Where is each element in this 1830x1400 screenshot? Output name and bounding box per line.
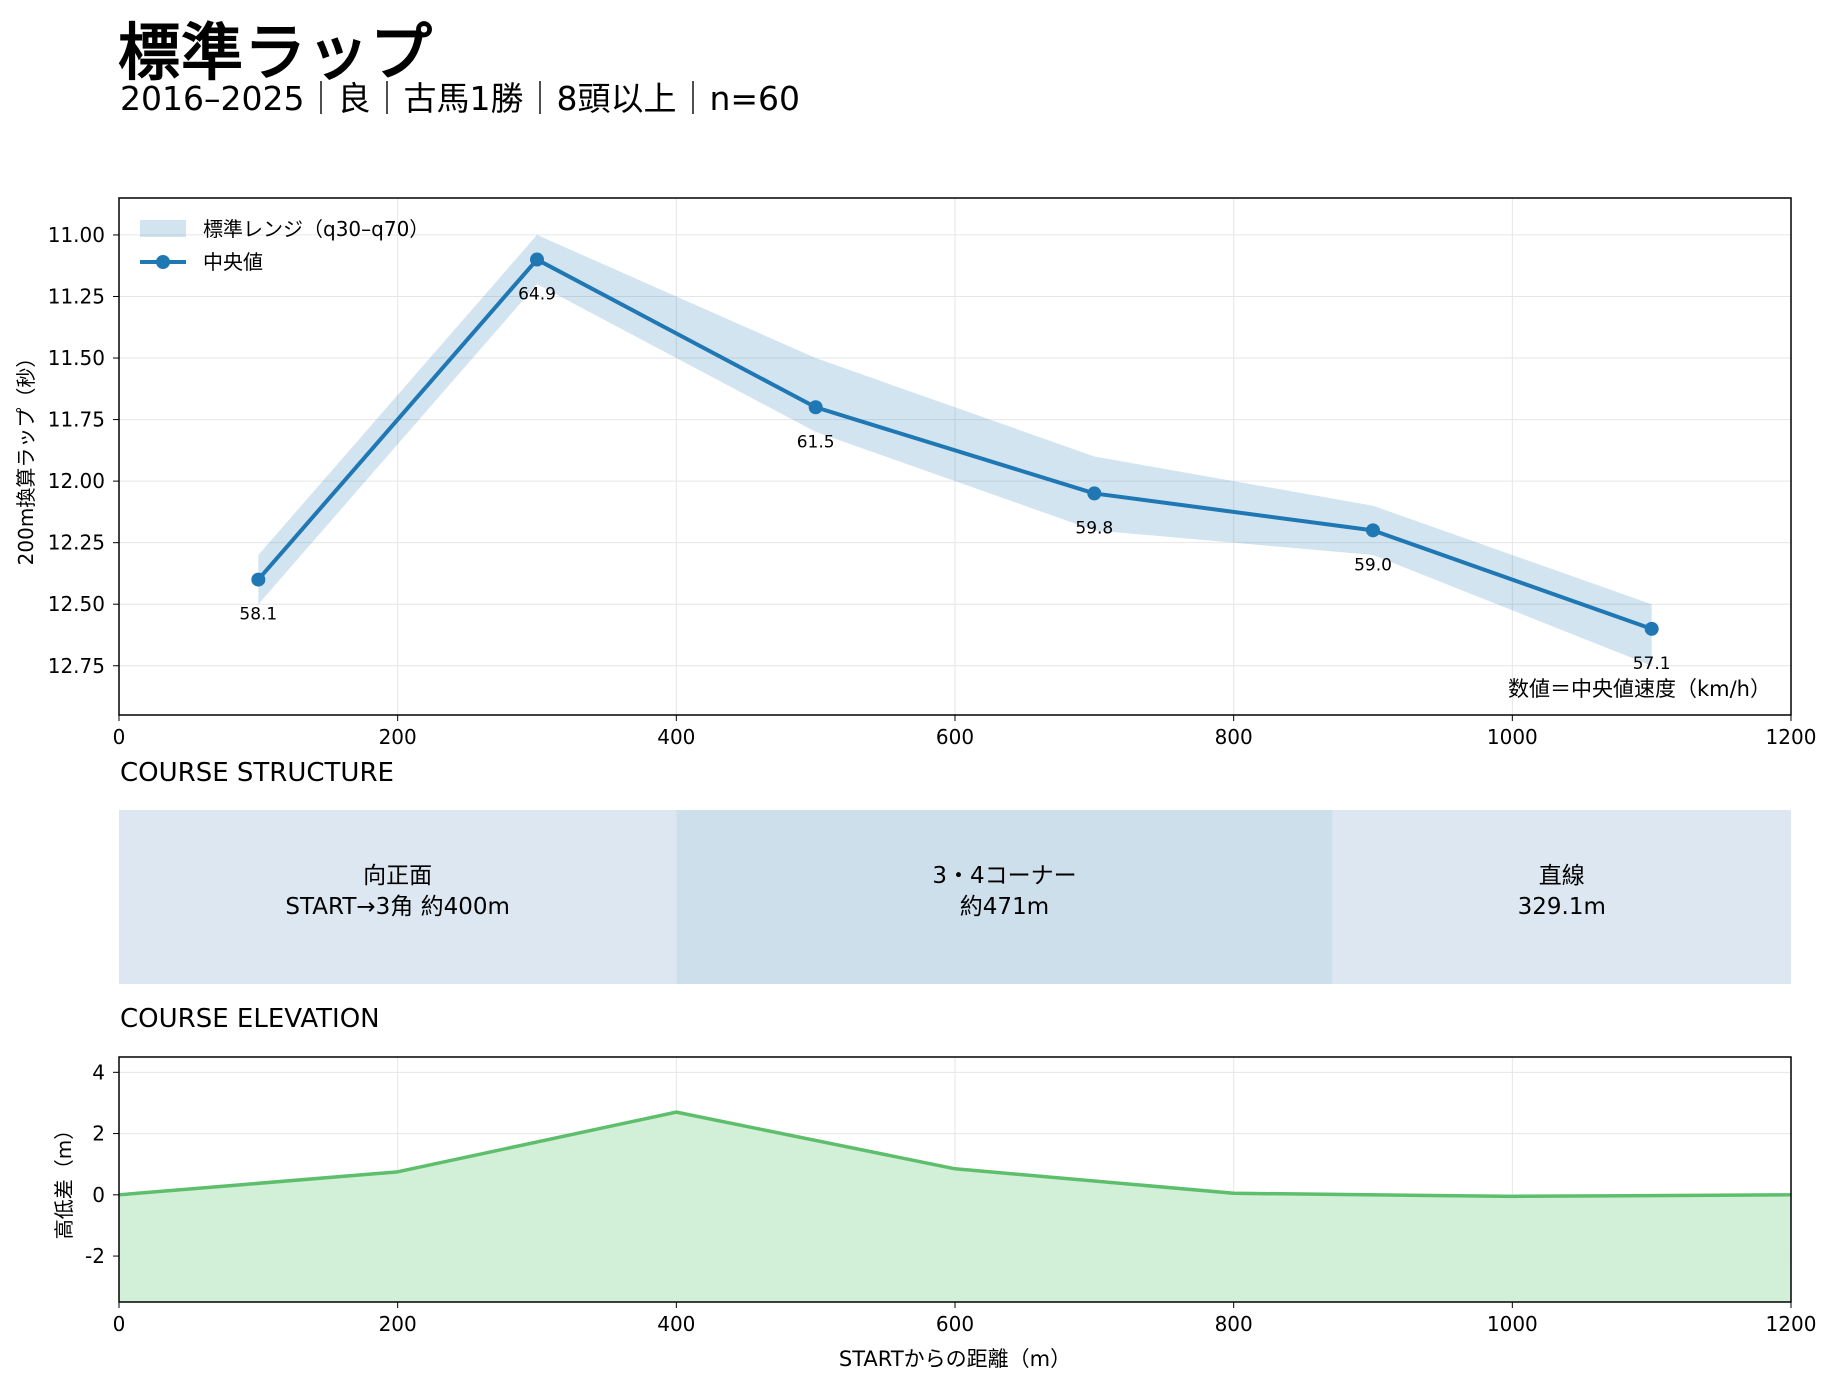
plot-frame: [118, 1056, 1792, 1303]
segment-name: 向正面: [363, 863, 432, 889]
speed-label: 61.5: [797, 432, 835, 452]
y-tick-label: 11.25: [48, 284, 105, 308]
median-line: [256, 257, 1653, 631]
y-axis-label: 高低差（m）: [52, 1120, 76, 1239]
course-segment: [1332, 810, 1791, 984]
course-structure-title: COURSE STRUCTURE: [120, 758, 394, 788]
y-tick-label: 11.00: [48, 223, 105, 247]
x-tick-label: 400: [657, 725, 695, 749]
course-segment: [119, 810, 677, 984]
segment-name: 3・4コーナー: [932, 863, 1076, 889]
legend-median-marker: [156, 255, 170, 269]
segment-detail: 329.1m: [1518, 894, 1606, 920]
x-tick-label: 1000: [1487, 725, 1538, 749]
segment-name: 直線: [1539, 863, 1585, 889]
speed-label: 57.1: [1633, 654, 1671, 674]
x-axis-label: STARTからの距離（m）: [839, 1347, 1071, 1371]
x-tick-label: 800: [1215, 725, 1253, 749]
x-tick-label: 800: [1215, 1312, 1253, 1336]
x-tick-label: 1000: [1487, 1312, 1538, 1336]
y-tick-label: 12.50: [48, 592, 105, 616]
legend-median-label: 中央値: [203, 250, 263, 274]
median-point: [808, 400, 823, 415]
median-point: [251, 572, 266, 587]
elevation-area: [119, 1112, 1791, 1302]
x-tick-label: 600: [936, 725, 974, 749]
y-axis-label: 200m換算ラップ（秒）: [14, 348, 38, 566]
value-note: 数値＝中央値速度（km/h）: [1508, 677, 1771, 701]
median-point: [1087, 486, 1102, 501]
y-tick-label: 11.75: [48, 408, 105, 432]
median-point: [530, 252, 544, 267]
lap-chart: 0 200 400 600 800 1000 1200 11.00 11.25 11.50 11.7…: [14, 197, 1817, 749]
x-tick-label: 1200: [1766, 725, 1817, 749]
x-tick-label: 0: [113, 725, 126, 749]
page-subtitle: 2016–2025｜良｜古馬1勝｜8頭以上｜n=60: [120, 79, 801, 118]
speed-label: 58.1: [239, 605, 277, 625]
elevation-chart: COURSE ELEVATION 0 200 400 600 800 1000 1200 4 2 0…: [52, 1004, 1817, 1371]
x-tick-label: 400: [657, 1312, 695, 1336]
plot-frame: [118, 197, 1792, 716]
x-tick-label: 600: [936, 1312, 974, 1336]
y-tick-label: 11.50: [48, 346, 105, 370]
segment-detail: 約471m: [960, 894, 1049, 920]
legend-band-swatch: [140, 220, 186, 237]
y-tick-label: 12.75: [48, 654, 105, 678]
y-tick-label: 12.00: [48, 469, 105, 493]
x-tick-label: 200: [379, 725, 417, 749]
x-tick-label: 0: [113, 1312, 126, 1336]
y-tick-label: 12.25: [48, 531, 105, 555]
legend-band-label: 標準レンジ（q30–q70）: [203, 217, 429, 241]
page-title: 標準ラップ: [118, 16, 434, 89]
speed-label: 59.0: [1354, 555, 1392, 575]
segment-detail: START→3角 約400m: [285, 894, 509, 920]
speed-label: 59.8: [1075, 518, 1113, 538]
x-tick-label: 200: [379, 1312, 417, 1336]
course-structure: COURSE STRUCTURE 向正面 START→3角 約400m 3・4コーナー…: [119, 758, 1791, 984]
y-tick-label: 4: [92, 1060, 105, 1084]
course-segment: [676, 810, 1333, 984]
y-tick-label: 0: [92, 1183, 105, 1207]
y-tick-label: 2: [92, 1122, 105, 1146]
x-tick-label: 1200: [1766, 1312, 1817, 1336]
elevation-title: COURSE ELEVATION: [120, 1004, 380, 1034]
elevation-line: [118, 1110, 1792, 1199]
median-point: [1366, 523, 1380, 538]
speed-label: 64.9: [518, 285, 556, 305]
median-point: [1644, 621, 1659, 636]
y-tick-label: -2: [85, 1244, 105, 1268]
